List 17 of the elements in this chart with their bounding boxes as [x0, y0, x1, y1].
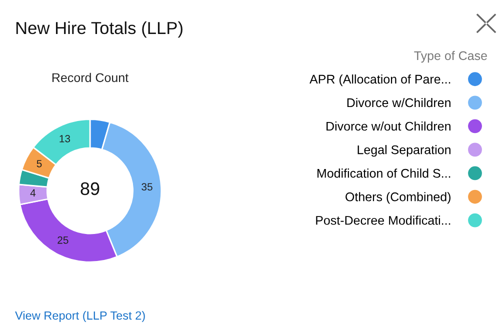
chart-title: New Hire Totals (LLP) — [16, 21, 182, 38]
data-label: 4 — [30, 189, 36, 196]
data-label: 13 — [60, 134, 70, 142]
legend-title: Type of Case — [414, 50, 487, 63]
legend-label: Post-Decree Modificati... — [316, 216, 450, 225]
legend-label: Divorce w/Children — [347, 98, 450, 108]
legend-label: APR (Allocation of Pare... — [310, 74, 450, 86]
legend-label: Modification of Child S... — [318, 168, 450, 178]
legend-label: Others (Combined) — [346, 192, 450, 204]
legend-label: Divorce w/out Children — [326, 122, 450, 131]
data-label: 35 — [142, 183, 152, 191]
text: View Report (LLP Test 2) — [15, 311, 145, 322]
legend-label: Legal Separation — [358, 145, 450, 157]
text: 89 — [80, 182, 100, 196]
data-label: 25 — [58, 236, 68, 244]
data-label: 5 — [36, 160, 42, 168]
text: Record Count — [52, 72, 128, 82]
